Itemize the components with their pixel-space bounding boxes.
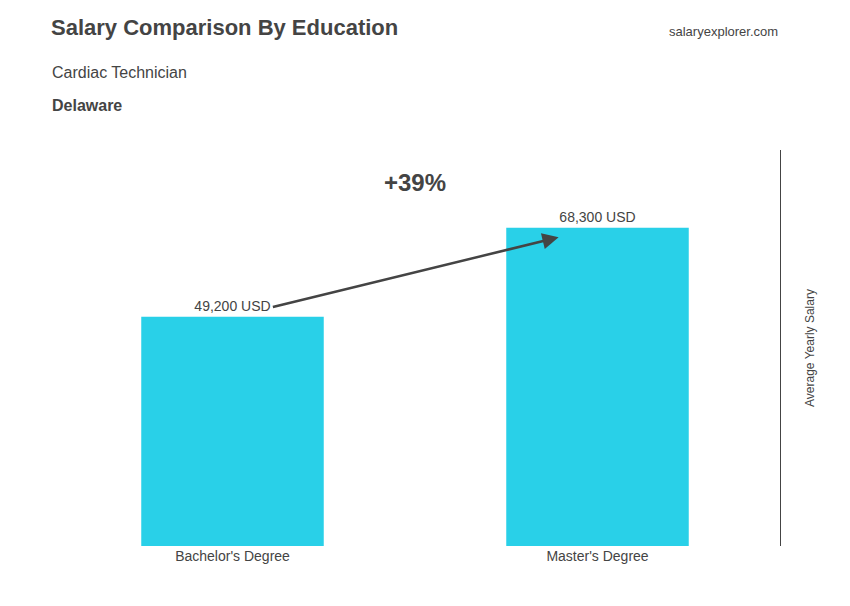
svg-text:salaryexplorer.com: salaryexplorer.com [669, 24, 778, 39]
svg-text:Delaware: Delaware [52, 97, 122, 114]
svg-text:+39%: +39% [384, 169, 446, 196]
svg-text:Salary Comparison By Education: Salary Comparison By Education [51, 15, 398, 40]
svg-text:Master's Degree: Master's Degree [546, 548, 648, 564]
svg-text:49,200 USD: 49,200 USD [194, 298, 270, 314]
svg-text:Bachelor's Degree: Bachelor's Degree [175, 548, 290, 564]
svg-text:Average Yearly Salary: Average Yearly Salary [803, 289, 817, 407]
svg-text:Cardiac Technician: Cardiac Technician [52, 64, 187, 81]
svg-text:68,300 USD: 68,300 USD [559, 209, 635, 225]
